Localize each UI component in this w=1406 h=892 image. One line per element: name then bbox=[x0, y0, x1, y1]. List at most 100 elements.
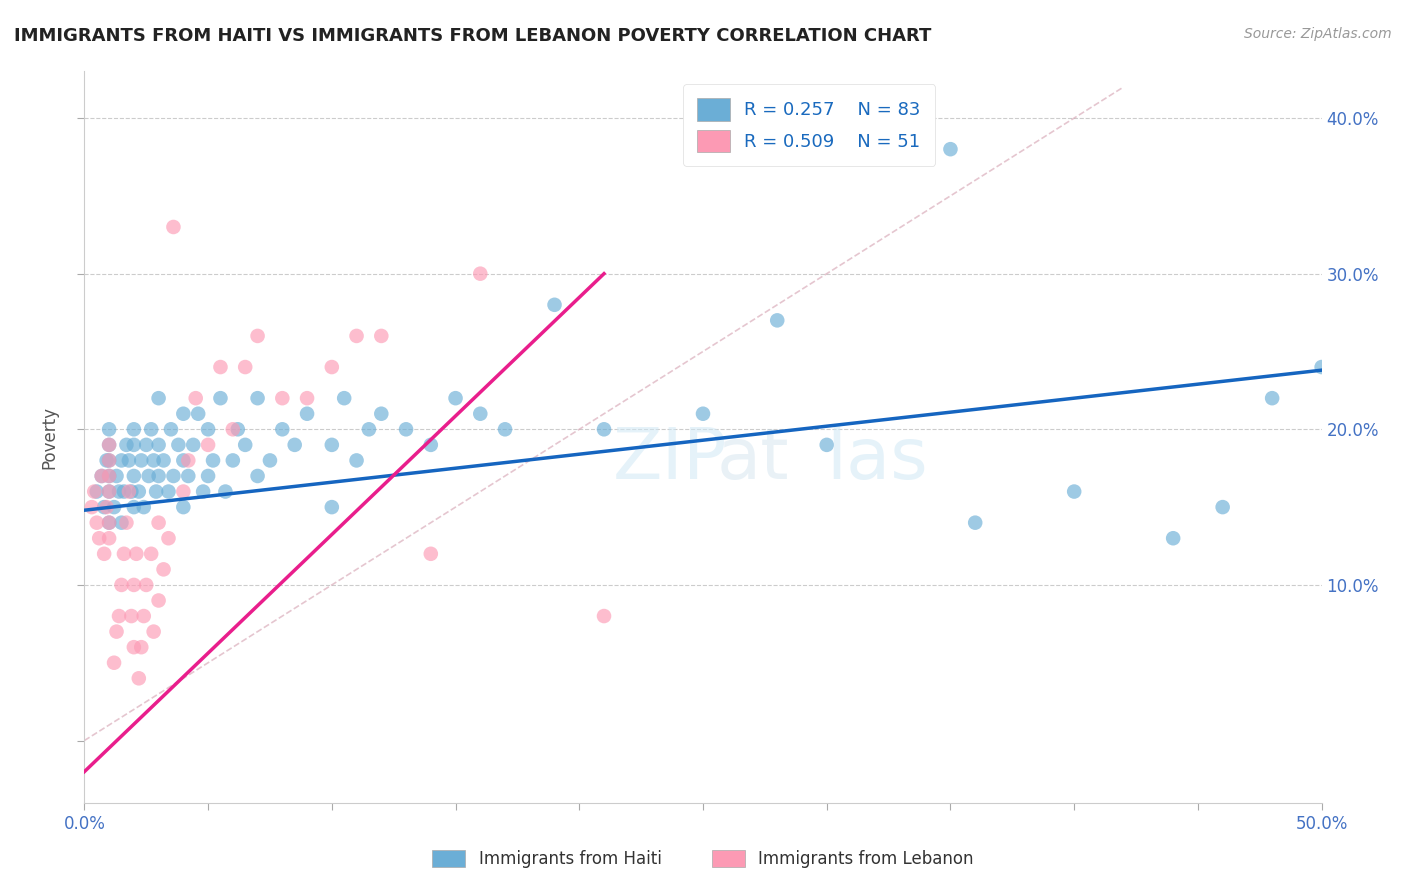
Point bbox=[148, 516, 170, 530]
Point bbox=[167, 438, 190, 452]
Point bbox=[295, 407, 318, 421]
Point bbox=[419, 438, 441, 452]
Point bbox=[122, 578, 145, 592]
Point bbox=[96, 453, 118, 467]
Point bbox=[132, 500, 155, 515]
Point bbox=[98, 453, 121, 467]
Point bbox=[226, 422, 249, 436]
Point bbox=[321, 438, 343, 452]
Point bbox=[132, 609, 155, 624]
Point bbox=[470, 267, 492, 281]
Point bbox=[162, 469, 184, 483]
Point bbox=[470, 407, 492, 421]
Point bbox=[494, 422, 516, 436]
Point bbox=[172, 484, 194, 499]
Point bbox=[271, 422, 294, 436]
Point bbox=[86, 516, 108, 530]
Point bbox=[152, 453, 174, 467]
Point bbox=[90, 469, 112, 483]
Point bbox=[98, 469, 121, 483]
Point bbox=[141, 547, 163, 561]
Point bbox=[115, 516, 138, 530]
Point bbox=[246, 391, 269, 405]
Point bbox=[197, 469, 219, 483]
Point bbox=[105, 469, 128, 483]
Point bbox=[444, 391, 467, 405]
Point bbox=[148, 391, 170, 405]
Point bbox=[177, 453, 200, 467]
Point bbox=[103, 500, 125, 515]
Point bbox=[370, 329, 392, 343]
Point bbox=[115, 438, 138, 452]
Point bbox=[1161, 531, 1184, 545]
Point bbox=[122, 422, 145, 436]
Point bbox=[222, 422, 245, 436]
Point bbox=[120, 484, 142, 499]
Point bbox=[148, 469, 170, 483]
Point bbox=[86, 484, 108, 499]
Point bbox=[135, 578, 157, 592]
Point bbox=[110, 516, 132, 530]
Point bbox=[1310, 359, 1333, 374]
Point bbox=[815, 438, 838, 452]
Point bbox=[766, 313, 789, 327]
Point bbox=[395, 422, 418, 436]
Point bbox=[118, 453, 141, 467]
Point bbox=[157, 484, 180, 499]
Point bbox=[129, 453, 152, 467]
Point bbox=[89, 531, 111, 545]
Point bbox=[80, 500, 103, 515]
Text: Source: ZipAtlas.com: Source: ZipAtlas.com bbox=[1244, 27, 1392, 41]
Point bbox=[197, 422, 219, 436]
Point bbox=[98, 422, 121, 436]
Point bbox=[105, 624, 128, 639]
Point bbox=[209, 359, 232, 374]
Point bbox=[142, 453, 165, 467]
Point bbox=[172, 453, 194, 467]
Point bbox=[112, 484, 135, 499]
Point bbox=[181, 438, 204, 452]
Text: IMMIGRANTS FROM HAITI VS IMMIGRANTS FROM LEBANON POVERTY CORRELATION CHART: IMMIGRANTS FROM HAITI VS IMMIGRANTS FROM… bbox=[14, 27, 931, 45]
Point bbox=[1212, 500, 1234, 515]
Point bbox=[295, 391, 318, 405]
Point bbox=[98, 516, 121, 530]
Point bbox=[333, 391, 356, 405]
Point bbox=[209, 391, 232, 405]
Point bbox=[346, 453, 368, 467]
Point bbox=[1063, 484, 1085, 499]
Point bbox=[135, 438, 157, 452]
Point bbox=[98, 438, 121, 452]
Point bbox=[128, 671, 150, 685]
Point bbox=[187, 407, 209, 421]
Y-axis label: Poverty: Poverty bbox=[41, 406, 59, 468]
Point bbox=[108, 609, 131, 624]
Point bbox=[122, 640, 145, 655]
Point bbox=[152, 562, 174, 576]
Point bbox=[96, 500, 118, 515]
Point bbox=[90, 469, 112, 483]
Point bbox=[593, 422, 616, 436]
Point bbox=[93, 500, 115, 515]
Point bbox=[108, 484, 131, 499]
Point bbox=[284, 438, 307, 452]
Point bbox=[233, 359, 256, 374]
Point bbox=[122, 438, 145, 452]
Point bbox=[98, 484, 121, 499]
Point bbox=[141, 422, 163, 436]
Point bbox=[357, 422, 380, 436]
Point bbox=[103, 656, 125, 670]
Point bbox=[112, 547, 135, 561]
Point bbox=[191, 484, 214, 499]
Point bbox=[419, 547, 441, 561]
Point bbox=[184, 391, 207, 405]
Point bbox=[370, 407, 392, 421]
Point bbox=[246, 469, 269, 483]
Point bbox=[1261, 391, 1284, 405]
Point bbox=[145, 484, 167, 499]
Point bbox=[214, 484, 236, 499]
Point bbox=[83, 484, 105, 499]
Point bbox=[202, 453, 225, 467]
Point bbox=[172, 500, 194, 515]
Point bbox=[110, 578, 132, 592]
Point bbox=[122, 469, 145, 483]
